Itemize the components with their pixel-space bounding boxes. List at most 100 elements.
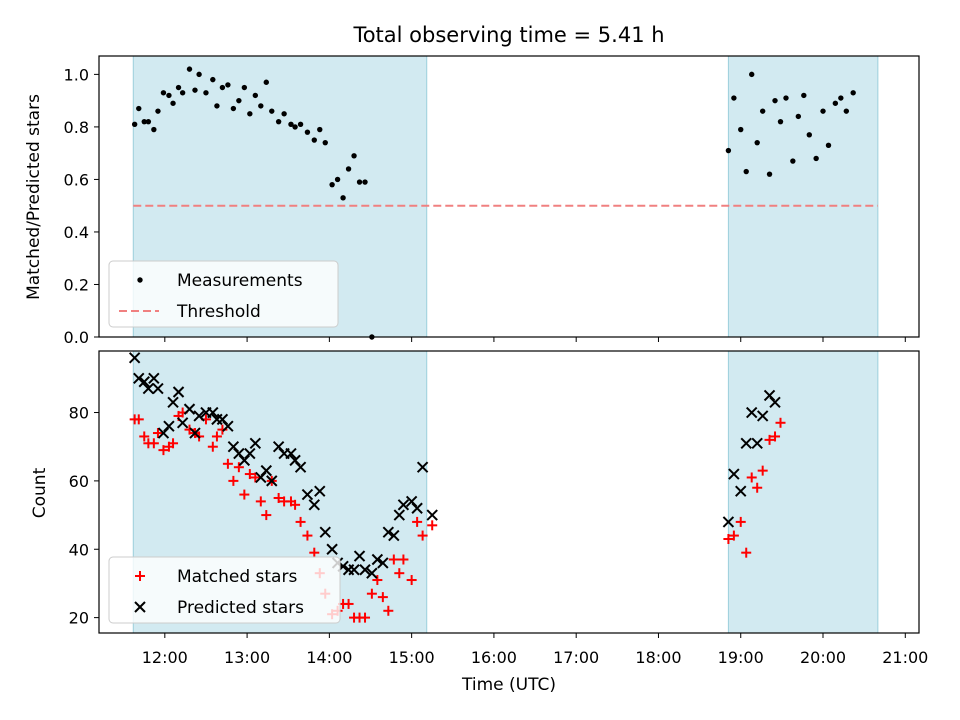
- measurement-point: [225, 82, 231, 88]
- predicted-star-point: [740, 437, 752, 449]
- matched-star-point: [427, 520, 438, 531]
- shaded-interval-2: [727, 55, 879, 338]
- predicted-star-point: [377, 557, 389, 569]
- measurement-point: [334, 176, 341, 183]
- x-tick-label: 15:00: [389, 648, 435, 667]
- measurement-point: [219, 84, 226, 91]
- predicted-star-point: [301, 488, 314, 501]
- predicted-star-point: [183, 403, 196, 415]
- predicted-star-point: [148, 372, 160, 385]
- measurement-point: [317, 126, 323, 133]
- matched-star-point: [255, 496, 266, 507]
- legend-label: Threshold: [176, 302, 261, 322]
- matched-star-point: [741, 547, 752, 558]
- predicted-star-point: [314, 485, 326, 497]
- matched-star-point: [295, 516, 306, 527]
- matched-star-point: [207, 441, 218, 452]
- measurement-point: [311, 137, 317, 143]
- matched-star-point: [770, 431, 781, 442]
- x-tick-label: 18:00: [635, 648, 681, 667]
- matched-star-point: [211, 431, 222, 442]
- predicted-star-point: [266, 475, 278, 487]
- measurement-point: [772, 97, 778, 104]
- measurement-point: [843, 108, 850, 114]
- legend-measurement-swatch: [137, 277, 143, 283]
- measurement-point: [145, 118, 152, 125]
- predicted-star-point: [382, 526, 395, 538]
- matched-star-point: [388, 554, 399, 565]
- x-tick-label: 13:00: [224, 648, 270, 667]
- matched-star-point: [233, 462, 244, 473]
- matched-star-point: [273, 492, 284, 503]
- predicted-star-point: [167, 396, 179, 408]
- measurement-point: [214, 103, 220, 109]
- y-tick-label: 80: [69, 404, 89, 423]
- matched-star-point: [372, 575, 383, 586]
- matched-star-point: [764, 434, 775, 445]
- measurement-point: [269, 108, 275, 114]
- y-tick-label: 0.4: [64, 223, 89, 242]
- matched-star-point: [398, 554, 409, 565]
- legend-box: [108, 556, 341, 624]
- predicted-star-point: [222, 420, 234, 432]
- x-tick-label: 20:00: [800, 648, 846, 667]
- measurement-point: [832, 100, 839, 106]
- matched-star-point: [261, 510, 272, 521]
- matched-star-point: [394, 568, 405, 579]
- predicted-star-point: [746, 406, 758, 419]
- measurement-point: [292, 124, 298, 130]
- legend-label: Predicted stars: [177, 598, 304, 618]
- predicted-star-point: [133, 372, 145, 385]
- measurement-point: [731, 95, 737, 101]
- predicted-star-point: [308, 499, 320, 511]
- legend: Matched stars Predicted stars: [108, 556, 341, 624]
- legend: Measurements Threshold: [108, 260, 339, 328]
- matched-star-point: [250, 472, 261, 483]
- matched-star-point: [222, 458, 233, 469]
- matched-star-point: [158, 445, 169, 456]
- matched-star-point: [244, 469, 255, 480]
- matched-star-point: [412, 516, 423, 527]
- predicted-star-point: [756, 410, 769, 422]
- measurement-point: [281, 111, 287, 117]
- measurement-point: [151, 126, 157, 133]
- measurement-point: [179, 90, 186, 96]
- measurement-point: [813, 155, 819, 162]
- measurement-point: [850, 90, 856, 96]
- measurement-point: [203, 90, 209, 96]
- measurement-point: [738, 126, 744, 133]
- measurement-point: [345, 166, 352, 172]
- y-tick-label: 0.8: [64, 118, 89, 137]
- matched-star-point: [757, 465, 768, 476]
- predicted-star-point: [326, 543, 338, 555]
- measurement-point: [131, 121, 138, 127]
- predicted-star-point: [366, 567, 378, 579]
- measurement-point: [192, 87, 198, 93]
- predicted-star-point: [426, 509, 438, 521]
- x-tick-label: 19:00: [718, 648, 764, 667]
- y-tick-label: 0.6: [64, 170, 89, 189]
- matched-star-point: [239, 489, 250, 500]
- predicted-star-point: [416, 461, 429, 473]
- measurement-point: [749, 71, 755, 78]
- measurement-point: [236, 97, 242, 104]
- measurement-point: [175, 84, 182, 91]
- predicted-star-point: [348, 564, 360, 576]
- matched-star-point: [417, 530, 428, 541]
- measurement-point: [247, 111, 253, 117]
- shaded-interval-2: [727, 350, 879, 634]
- predicted-star-point: [319, 526, 331, 538]
- measurement-point: [275, 118, 282, 125]
- legend-box: [108, 260, 339, 328]
- matched-star-point: [728, 530, 739, 541]
- matched-star-point: [366, 588, 377, 599]
- measurement-point: [252, 92, 259, 99]
- matched-star-point: [302, 530, 313, 541]
- y-tick-label: 40: [69, 540, 89, 559]
- predicted-star-point: [769, 396, 781, 408]
- measurement-point: [210, 76, 216, 83]
- measurement-point: [160, 90, 167, 96]
- predicted-star-point: [397, 499, 410, 511]
- top-panel: 0.0 0.2 0.4 0.6 0.8 1.0 Measurements Threshold: [64, 55, 920, 347]
- predicted-star-point: [176, 417, 189, 429]
